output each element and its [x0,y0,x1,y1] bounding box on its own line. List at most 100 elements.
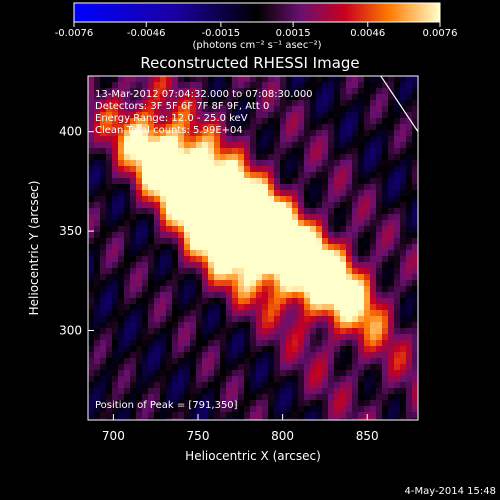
heatmap-cell [124,82,130,88]
heatmap-cell [334,376,340,382]
heatmap-cell [214,334,220,340]
heatmap-cell [256,172,262,178]
heatmap-cell [400,316,406,322]
heatmap-cell [214,298,220,304]
heatmap-cell [160,148,166,154]
heatmap-cell [178,124,184,130]
heatmap-cell [250,406,256,412]
heatmap-cell [88,316,94,322]
heatmap-cell [142,190,148,196]
x-axis-label: Heliocentric X (arcsec) [185,449,321,463]
heatmap-cell [124,394,130,400]
heatmap-cell [334,118,340,124]
heatmap-cell [250,154,256,160]
heatmap-cell [208,364,214,370]
heatmap-cell [412,280,418,286]
heatmap-cell [220,394,226,400]
heatmap-cell [322,286,328,292]
heatmap-cell [328,304,334,310]
heatmap-cell [106,268,112,274]
heatmap-cell [244,208,250,214]
heatmap-cell [94,352,100,358]
heatmap-cell [94,382,100,388]
heatmap-cell [184,76,190,82]
heatmap-cell [310,322,316,328]
heatmap-cell [160,400,166,406]
heatmap-cell [226,142,232,148]
heatmap-cell [286,238,292,244]
heatmap-cell [298,364,304,370]
heatmap-cell [148,400,154,406]
heatmap-cell [310,382,316,388]
heatmap-cell [226,250,232,256]
heatmap-cell [118,214,124,220]
heatmap-cell [388,166,394,172]
heatmap-cell [88,220,94,226]
heatmap-cell [238,298,244,304]
heatmap-cell [286,160,292,166]
heatmap-cell [286,106,292,112]
heatmap-cell [316,154,322,160]
heatmap-cell [352,340,358,346]
heatmap-cell [184,310,190,316]
heatmap-cell [334,136,340,142]
solar-limb-line [380,76,418,133]
heatmap-cell [382,124,388,130]
heatmap-cell [214,118,220,124]
heatmap-cell [346,376,352,382]
heatmap-cell [250,286,256,292]
heatmap-cell [358,382,364,388]
heatmap-cell [142,166,148,172]
heatmap-cell [262,196,268,202]
heatmap-cell [394,376,400,382]
heatmap-cell [94,226,100,232]
heatmap-cell [118,358,124,364]
heatmap-cell [250,112,256,118]
heatmap-cells [88,76,418,420]
heatmap-cell [244,370,250,376]
heatmap-cell [178,412,184,418]
heatmap-cell [88,292,94,298]
heatmap-cell [376,352,382,358]
heatmap-cell [256,334,262,340]
heatmap-cell [88,214,94,220]
heatmap-cell [226,280,232,286]
heatmap-cell [262,106,268,112]
heatmap-cell [370,382,376,388]
heatmap-cell [232,148,238,154]
heatmap-cell [112,262,118,268]
heatmap-cell [256,346,262,352]
heatmap-cell [232,382,238,388]
heatmap-cell [268,94,274,100]
heatmap-cell [214,316,220,322]
heatmap-cell [334,310,340,316]
heatmap-cell [298,250,304,256]
heatmap-cell [400,154,406,160]
heatmap-cell [232,304,238,310]
heatmap-cell [364,382,370,388]
heatmap-cell [190,412,196,418]
heatmap-cell [322,352,328,358]
heatmap-cell [400,298,406,304]
heatmap-cell [160,376,166,382]
heatmap-cell [292,148,298,154]
heatmap-cell [268,358,274,364]
heatmap-cell [142,124,148,130]
heatmap-cell [142,400,148,406]
heatmap-cell [106,292,112,298]
heatmap-cell [280,232,286,238]
heatmap-cell [400,382,406,388]
heatmap-cell [340,286,346,292]
heatmap-cell [256,376,262,382]
heatmap-cell [304,226,310,232]
heatmap-cell [316,82,322,88]
heatmap-cell [280,82,286,88]
heatmap-cell [124,94,130,100]
heatmap-cell [172,418,178,420]
heatmap-cell [214,160,220,166]
heatmap-cell [244,412,250,418]
heatmap-cell [250,304,256,310]
heatmap-cell [184,370,190,376]
heatmap-cell [346,202,352,208]
heatmap-cell [220,304,226,310]
